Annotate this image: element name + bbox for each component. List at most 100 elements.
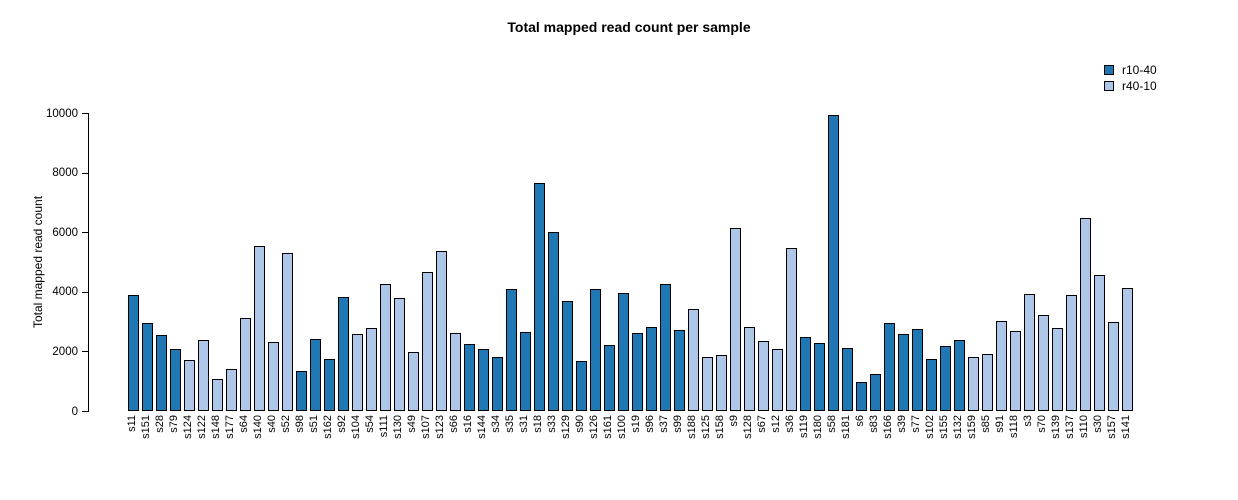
bar-s90	[575, 360, 587, 411]
x-tick-label: s99	[672, 415, 684, 433]
bar-column: s111	[378, 113, 392, 437]
bar-s54	[365, 327, 377, 411]
x-tick-label: s18	[532, 415, 544, 433]
bar-s40	[267, 341, 279, 411]
bar-column: s151	[140, 113, 154, 439]
bar-s16	[463, 344, 475, 411]
x-tick-label: s37	[658, 415, 670, 433]
y-tick-label: 6000	[52, 226, 78, 239]
x-tick-label: s16	[462, 415, 474, 433]
bar-column: s129	[560, 113, 574, 439]
bar-s12	[771, 349, 783, 411]
x-tick-label: s107	[420, 415, 432, 439]
x-tick-label: s67	[756, 415, 768, 433]
y-tick-label: 0	[71, 405, 78, 418]
bar-column: s181	[840, 113, 854, 439]
bar-s51	[309, 338, 321, 411]
x-tick-label: s9	[728, 415, 740, 427]
x-tick-label: s132	[952, 415, 964, 439]
x-tick-label: s64	[238, 415, 250, 433]
x-tick-label: s148	[210, 415, 222, 439]
x-tick-label: s140	[252, 415, 264, 439]
bar-s98	[295, 371, 307, 411]
bar-s129	[561, 300, 573, 411]
bar-column: s132	[952, 113, 966, 439]
bar-column: s144	[476, 113, 490, 439]
bar-s148	[211, 379, 223, 411]
bar-column: s91	[994, 113, 1008, 433]
bar-s124	[183, 360, 195, 411]
bar-column: s37	[658, 113, 672, 433]
bar-column: s158	[714, 113, 728, 439]
bar-column: s148	[210, 113, 224, 439]
y-tick-mark	[82, 291, 88, 293]
bar-s11	[127, 295, 139, 411]
bar-column: s85	[980, 113, 994, 433]
bar-column: s54	[364, 113, 378, 433]
x-tick-label: s155	[938, 415, 950, 439]
x-tick-label: s28	[154, 415, 166, 433]
x-tick-label: s161	[602, 415, 614, 439]
bar-s180	[813, 342, 825, 411]
bar-s166	[883, 323, 895, 411]
y-tick-label: 4000	[52, 286, 78, 299]
bar-s139	[1051, 327, 1063, 411]
y-tick-label: 2000	[52, 345, 78, 358]
x-tick-label: s125	[700, 415, 712, 439]
bar-column: s166	[882, 113, 896, 439]
x-tick-label: s110	[1078, 415, 1090, 439]
bar-s122	[197, 339, 209, 411]
x-tick-label: s137	[1064, 415, 1076, 439]
y-tick-mark	[82, 411, 88, 412]
legend-swatch-icon	[1104, 81, 1114, 91]
bar-s85	[981, 354, 993, 411]
bar-s159	[967, 357, 979, 411]
x-tick-label: s58	[826, 415, 838, 433]
bar-column: s130	[392, 113, 406, 439]
bar-column: s58	[826, 113, 840, 433]
bar-column: s28	[154, 113, 168, 433]
bar-s96	[645, 326, 657, 411]
y-tick-mark	[82, 113, 88, 114]
bar-column: s140	[252, 113, 266, 439]
x-tick-label: s119	[798, 415, 810, 439]
x-tick-label: s3	[1022, 415, 1034, 427]
x-tick-label: s124	[182, 415, 194, 439]
bar-column: s90	[574, 113, 588, 433]
bar-s188	[687, 309, 699, 411]
bar-column: s126	[588, 113, 602, 439]
bar-s161	[603, 345, 615, 411]
bar-s119	[799, 337, 811, 411]
x-tick-label: s126	[588, 415, 600, 439]
x-tick-label: s159	[966, 415, 978, 439]
legend-item-r40-10: r40-10	[1104, 78, 1157, 94]
bar-s39	[897, 333, 909, 411]
bar-s137	[1065, 294, 1077, 411]
bar-column: s18	[532, 113, 546, 433]
bar-s102	[925, 358, 937, 411]
bar-s130	[393, 297, 405, 411]
bar-s83	[869, 373, 881, 411]
x-tick-label: s70	[1036, 415, 1048, 433]
x-tick-label: s51	[308, 415, 320, 433]
plot-area: s11 s151 s28 s79 s124 s122 s148 s177 s64 s140 s40 s…	[126, 113, 1134, 439]
x-tick-label: s39	[896, 415, 908, 433]
x-tick-label: s151	[140, 415, 152, 439]
x-tick-label: s128	[742, 415, 754, 439]
bar-column: s96	[644, 113, 658, 433]
bar-column: s67	[756, 113, 770, 433]
bar-column: s33	[546, 113, 560, 433]
x-tick-label: s130	[392, 415, 404, 439]
y-tick-mark	[82, 232, 88, 234]
bar-column: s107	[420, 113, 434, 439]
bar-column: s79	[168, 113, 182, 433]
x-tick-label: s31	[518, 415, 530, 433]
bar-s28	[155, 334, 167, 411]
bar-column: s100	[616, 113, 630, 439]
bar-column: s30	[1092, 113, 1106, 433]
bar-column: s188	[686, 113, 700, 439]
x-tick-label: s139	[1050, 415, 1062, 439]
y-tick-mark	[82, 172, 88, 174]
bar-s158	[715, 354, 727, 411]
